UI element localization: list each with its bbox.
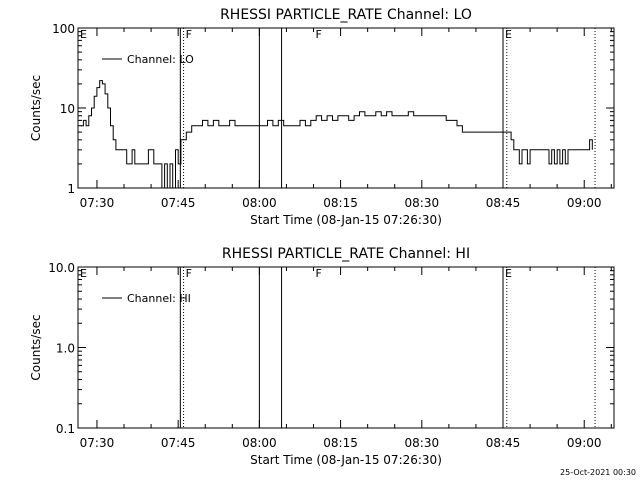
event-marker-label: E [80, 267, 87, 280]
x-tick-label: 07:30 [80, 436, 115, 450]
x-tick-label: 08:30 [405, 196, 440, 210]
x-tick-label: 08:45 [486, 196, 521, 210]
footer-timestamp: 25-Oct-2021 00:30 [560, 468, 636, 477]
y-tick-label: 1 [67, 182, 75, 196]
event-marker-label: E [505, 28, 512, 41]
x-tick-label: 08:15 [323, 436, 358, 450]
event-marker-label: F [316, 28, 322, 41]
y-tick-label: 0.1 [56, 422, 75, 436]
x-tick-label: 08:00 [242, 196, 277, 210]
event-marker-label: F [186, 267, 192, 280]
x-tick-label: 08:15 [323, 196, 358, 210]
chart-title: RHESSI PARTICLE_RATE Channel: LO [220, 7, 472, 23]
x-tick-label: 08:30 [405, 436, 440, 450]
chart-title: RHESSI PARTICLE_RATE Channel: HI [222, 246, 470, 262]
x-tick-label: 08:45 [486, 436, 521, 450]
event-marker-label: F [186, 28, 192, 41]
x-axis-label: Start Time (08-Jan-15 07:26:30) [250, 213, 442, 227]
y-tick-label: 1.0 [56, 342, 75, 356]
event-marker-label: E [505, 267, 512, 280]
x-axis-label: Start Time (08-Jan-15 07:26:30) [250, 453, 442, 467]
series-line [80, 80, 593, 189]
x-tick-label: 07:45 [161, 196, 196, 210]
legend-label: Channel: LO [127, 53, 194, 66]
x-tick-label: 07:30 [80, 196, 115, 210]
y-tick-label: 10.0 [48, 261, 75, 275]
chart-panel-lo [77, 27, 615, 189]
event-marker-label: E [80, 28, 87, 41]
x-tick-label: 08:00 [242, 436, 277, 450]
y-axis-label: Counts/sec [29, 75, 43, 141]
y-tick-label: 100 [52, 22, 75, 36]
x-tick-label: 09:00 [567, 436, 602, 450]
x-tick-label: 09:00 [567, 196, 602, 210]
legend-label: Channel: HI [127, 292, 191, 305]
y-axis-label: Counts/sec [29, 314, 43, 380]
y-tick-label: 10 [60, 102, 75, 116]
x-tick-label: 07:45 [161, 436, 196, 450]
chart-panel-hi [77, 266, 615, 429]
event-marker-label: F [316, 267, 322, 280]
